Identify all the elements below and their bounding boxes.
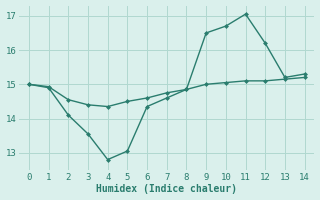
X-axis label: Humidex (Indice chaleur): Humidex (Indice chaleur) [96, 184, 237, 194]
